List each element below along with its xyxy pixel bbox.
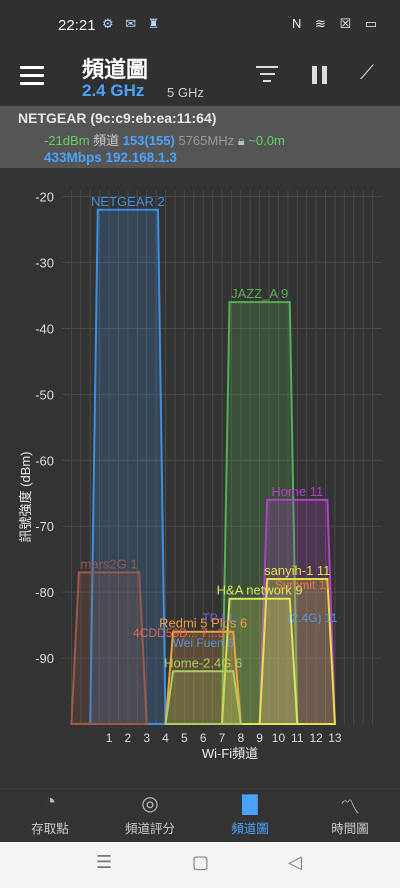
nav-channel-graph[interactable]: ▇ 頻道圖 bbox=[200, 789, 300, 843]
series-label: Redmi 5 Plus 6 bbox=[159, 616, 247, 631]
x-tick-label: 6 bbox=[200, 731, 207, 745]
x-tick-label: 4 bbox=[162, 731, 169, 745]
recents-icon[interactable]: ☰ bbox=[96, 852, 113, 872]
page-title: 頻道圖 bbox=[82, 57, 149, 82]
series-label: mars2G 1 bbox=[81, 556, 138, 571]
channel-chart: -20 -30 -40 -50 -60 -70 -80 -90 1 2 3 4 5 6 7 8 9 10 11 12 1… bbox=[0, 168, 400, 788]
x-tick-label: 11 bbox=[291, 731, 304, 745]
wifi-off-icon[interactable]: ⟋ bbox=[360, 62, 374, 84]
series-label-overlap: 4CDD58D... 7...3 bbox=[133, 626, 225, 640]
x-tick-label: 13 bbox=[328, 731, 342, 745]
status-time: 22:21 bbox=[58, 17, 96, 34]
series-label: JAZZ_A 9 bbox=[231, 286, 288, 301]
status-bar: 22:21 ⚙ ✉ ♜ N ≋ ☒ ▭ bbox=[0, 0, 400, 48]
connection-info: NETGEAR (9c:c9:eb:ea:11:64) -21dBm 頻道 15… bbox=[0, 106, 400, 168]
home-icon[interactable]: ▢ bbox=[192, 852, 210, 872]
x-tick-label: 2 bbox=[125, 731, 132, 745]
channel-label: 頻道 bbox=[93, 133, 120, 148]
back-icon[interactable]: ◁ bbox=[288, 852, 302, 872]
y-tick-label: -20 bbox=[35, 190, 54, 205]
system-status-icons: N ≋ ☒ ▭ bbox=[291, 16, 382, 31]
nav-access-points[interactable]: ◔ 存取點 bbox=[0, 789, 100, 843]
y-tick-label: -50 bbox=[35, 387, 54, 402]
series-label-overlap: (2.4G) 11 bbox=[287, 611, 337, 625]
nav-label: 頻道評分 bbox=[124, 822, 175, 836]
series-area bbox=[70, 571, 148, 725]
y-tick-label: -30 bbox=[35, 256, 54, 271]
wifi-icon: ◔ bbox=[43, 791, 57, 813]
nav-label: 存取點 bbox=[31, 822, 69, 836]
speed-ip: 433Mbps 192.168.1.3 bbox=[44, 150, 177, 165]
connection-details: -21dBm 頻道 153(155) 5765MHz 🔒︎ ~0.0m bbox=[44, 130, 285, 149]
x-tick-label: 5 bbox=[181, 731, 188, 745]
series-label: H&A network 9 bbox=[217, 583, 303, 598]
menu-icon[interactable] bbox=[20, 66, 44, 86]
series-label-overlap: Summit 11 bbox=[275, 578, 332, 592]
band-selected[interactable]: 2.4 GHz bbox=[82, 81, 145, 100]
series-label: NETGEAR 2 bbox=[91, 194, 165, 209]
x-tick-label: 7 bbox=[219, 731, 226, 745]
frequency: 5765MHz bbox=[178, 133, 235, 148]
series-label: Home 11 bbox=[271, 484, 323, 499]
x-tick-label: 8 bbox=[237, 731, 244, 745]
distance: ~0.0m bbox=[248, 133, 285, 148]
x-axis-label: Wi-Fi頻道 bbox=[202, 746, 258, 761]
x-tick-label: 3 bbox=[143, 731, 150, 745]
channel-value: 153(155) bbox=[122, 133, 175, 148]
notification-icons: ⚙ ✉ ♜ bbox=[102, 16, 164, 31]
lock-icon: 🔒︎ bbox=[237, 133, 245, 148]
connected-ssid: NETGEAR (9c:c9:eb:ea:11:64) bbox=[18, 110, 217, 126]
channel-chart-svg: -20-30-40-50-60-70-80-901 2 3 4 5 6 7 8 9 10 11 12 1… bbox=[18, 190, 382, 761]
y-tick-label: -90 bbox=[35, 651, 54, 666]
bar-chart-icon: ▇ bbox=[242, 793, 258, 815]
filter-icon[interactable] bbox=[256, 66, 278, 84]
x-tick-label: 12 bbox=[309, 731, 323, 745]
x-tick-label: 10 bbox=[272, 731, 286, 745]
series-area bbox=[164, 670, 242, 725]
series-area bbox=[258, 577, 336, 725]
series-label: Home-2.4G 6 bbox=[164, 655, 242, 670]
x-tick-label: 1 bbox=[106, 731, 113, 745]
series-label: sanyih-1 11 bbox=[264, 563, 330, 578]
y-tick-label: -60 bbox=[35, 453, 54, 468]
y-tick-label: -40 bbox=[35, 321, 54, 336]
signal-rating-icon: ◎ bbox=[141, 793, 159, 815]
pause-icon[interactable] bbox=[312, 66, 328, 84]
signal-strength: -21dBm bbox=[44, 133, 90, 148]
y-tick-label: -70 bbox=[35, 519, 54, 534]
nav-time-graph[interactable]: 〽 時間圖 bbox=[300, 789, 400, 843]
series-label-overlap: TP-LI... bbox=[202, 611, 241, 625]
x-tick-label: 9 bbox=[256, 731, 263, 745]
nav-label: 頻道圖 bbox=[231, 822, 269, 836]
system-nav-bar: ☰ ▢ ◁ bbox=[0, 842, 400, 888]
bottom-nav: ◔ 存取點 ◎ 頻道評分 ▇ 頻道圖 〽 時間圖 bbox=[0, 788, 400, 843]
line-chart-icon: 〽 bbox=[340, 797, 360, 819]
app-bar: 頻道圖 2.4 GHz 5 GHz ⟋ bbox=[0, 48, 400, 106]
nav-channel-rating[interactable]: ◎ 頻道評分 bbox=[100, 789, 200, 843]
series-area bbox=[220, 597, 299, 725]
series-label-overlap: Wei Fuen 6 bbox=[173, 636, 234, 650]
band-other[interactable]: 5 GHz bbox=[167, 85, 204, 100]
nav-label: 時間圖 bbox=[331, 822, 369, 836]
y-tick-label: -80 bbox=[35, 585, 54, 600]
y-axis-label: 訊號強度 (dBm) bbox=[18, 451, 33, 542]
